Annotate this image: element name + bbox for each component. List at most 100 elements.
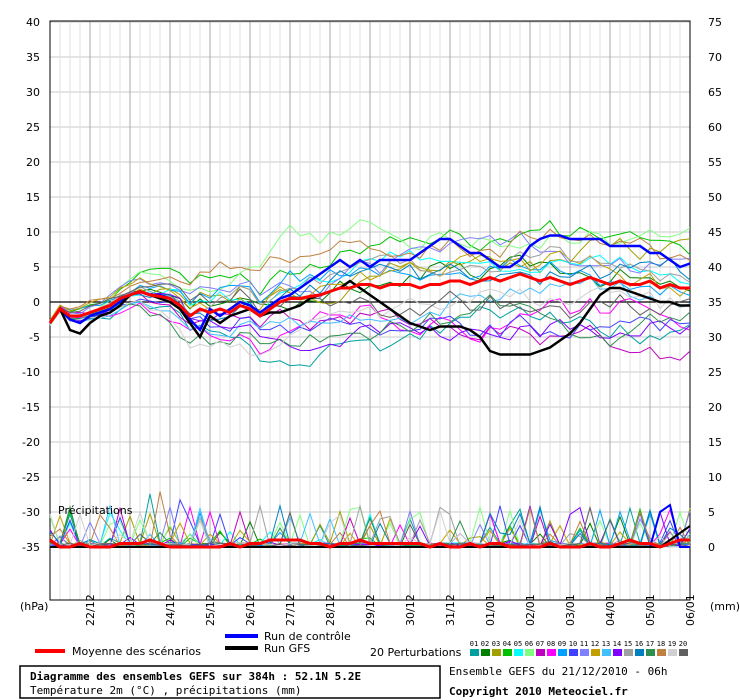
y-left-tick: 20 <box>26 156 40 169</box>
x-tick-label: 22/12 <box>84 594 97 626</box>
perturbation-temp-line <box>49 294 691 347</box>
y-left-tick: 15 <box>26 191 40 204</box>
y-right-tick: 65 <box>708 86 722 99</box>
perturbation-temp-line <box>49 237 691 325</box>
x-tick-label: 06/01 <box>684 594 697 626</box>
y-right-tick: 20 <box>708 401 722 414</box>
plot-frame <box>49 20 691 601</box>
info-title: Diagramme des ensembles GEFS sur 384h : … <box>30 670 361 683</box>
perturbation-legend-number: 10 <box>569 640 577 648</box>
mean-precip-line <box>49 538 690 549</box>
y-right-tick: 75 <box>708 16 722 29</box>
perturbation-legend-swatch <box>525 649 534 656</box>
perturbation-legend-swatch <box>657 649 666 656</box>
x-tick-label: 26/12 <box>244 594 257 626</box>
perturbation-legend-swatch <box>481 649 490 656</box>
perturbation-temp-line <box>49 286 691 356</box>
x-tick-label: 02/01 <box>524 594 537 626</box>
y-left-tick: -25 <box>22 471 40 484</box>
perturbation-legend-number: 09 <box>558 640 566 648</box>
perturbation-legend-swatch <box>547 649 556 656</box>
footer-copyright: Copyright 2010 Meteociel.fr <box>449 685 628 698</box>
y-left-tick: 35 <box>26 51 40 64</box>
y-left-tick: 30 <box>26 86 40 99</box>
y-left-tick: -15 <box>22 401 40 414</box>
perturbation-legend-swatch <box>536 649 545 656</box>
perturbation-legend-swatch <box>470 649 479 656</box>
y-right-tick: 60 <box>708 121 722 134</box>
x-tick-label: 01/01 <box>484 594 497 626</box>
perturbation-legend-swatch <box>591 649 600 656</box>
right-unit: (mm) <box>710 600 740 613</box>
y-left-tick: 5 <box>33 261 40 274</box>
perturbation-legend-number: 16 <box>635 640 643 648</box>
perturbation-legend-swatch <box>514 649 523 656</box>
y-left-tick: -20 <box>22 436 40 449</box>
perturbation-legend-number: 18 <box>657 640 665 648</box>
y-right-tick: 40 <box>708 261 722 274</box>
y-left-tick: -5 <box>29 331 40 344</box>
perturbation-legend-number: 19 <box>668 640 676 648</box>
y-right-tick: 70 <box>708 51 722 64</box>
perturbation-temp-line <box>49 291 691 361</box>
perturbation-temp-line <box>49 231 691 323</box>
y-right-tick: 5 <box>708 506 715 519</box>
x-tick-label: 05/01 <box>644 594 657 626</box>
perturbation-legend-swatch <box>558 649 567 656</box>
perturbation-legend-number: 13 <box>602 640 610 648</box>
main-series <box>48 234 691 549</box>
perturbation-legend-number: 05 <box>514 640 522 648</box>
perturbation-legend: 01 02 03 04 05 06 07 08 09 10 11 12 13 14 15 16 17 18 19 20 <box>470 640 688 656</box>
left-unit: (hPa) <box>20 600 48 613</box>
perturbation-legend-number: 03 <box>492 640 500 648</box>
legend-mean-label: Moyenne des scénarios <box>72 645 201 658</box>
x-tick-label: 24/12 <box>164 594 177 626</box>
precipitation-label: Précipitations <box>58 504 133 517</box>
x-tick-label: 30/12 <box>404 594 417 626</box>
x-tick-label: 04/01 <box>604 594 617 626</box>
info-box <box>19 665 441 699</box>
perturbation-legend-swatch <box>492 649 501 656</box>
legend-perturbations-label: 20 Perturbations <box>370 646 462 659</box>
perturbation-legend-number: 08 <box>547 640 555 648</box>
x-tick-label: 03/01 <box>564 594 577 626</box>
perturbation-legend-number: 14 <box>613 640 621 648</box>
perturbation-legend-number: 12 <box>591 640 599 648</box>
info-subtitle: Température 2m (°C) , précipitations (mm… <box>30 684 302 697</box>
perturbation-temp-line <box>49 220 691 326</box>
perturbation-legend-number: 11 <box>580 640 588 648</box>
legend-control-label: Run de contrôle <box>264 630 351 643</box>
perturbation-temp-line <box>49 250 691 321</box>
perturbation-temp-line <box>49 258 691 322</box>
legend: Moyenne des scénarios Run de contrôle Ru… <box>35 630 688 659</box>
perturbation-legend-swatch <box>635 649 644 656</box>
perturbation-legend-swatch <box>624 649 633 656</box>
perturbation-legend-number: 20 <box>679 640 687 648</box>
y-right-tick: 50 <box>708 191 722 204</box>
perturbation-legend-number: 04 <box>503 640 511 648</box>
y-left-tick: 25 <box>26 121 40 134</box>
perturbation-legend-swatch <box>602 649 611 656</box>
perturbation-legend-number: 15 <box>624 640 632 648</box>
perturbation-legend-swatch <box>613 649 622 656</box>
y-left-tick: -10 <box>22 366 40 379</box>
y-right-tick: 55 <box>708 156 722 169</box>
mean-temp-line <box>48 272 690 324</box>
x-tick-label: 28/12 <box>324 594 337 626</box>
perturbation-temp-line <box>49 276 691 338</box>
y-right-tick: 45 <box>708 226 722 239</box>
perturbation-legend-number: 07 <box>536 640 544 648</box>
y-left-tick: 0 <box>33 296 40 309</box>
x-tick-label: 25/12 <box>204 594 217 626</box>
perturbation-temp-line <box>49 283 691 324</box>
y-right-tick: 35 <box>708 296 722 309</box>
x-tick-label: 23/12 <box>124 594 137 626</box>
perturbation-legend-number: 02 <box>481 640 489 648</box>
y-right-tick: 0 <box>708 541 715 554</box>
y-left-tick: -30 <box>22 506 40 519</box>
y-left-tick: 40 <box>26 16 40 29</box>
legend-gfs-label: Run GFS <box>264 642 310 655</box>
perturbation-legend-swatch <box>503 649 512 656</box>
x-tick-label: 27/12 <box>284 594 297 626</box>
